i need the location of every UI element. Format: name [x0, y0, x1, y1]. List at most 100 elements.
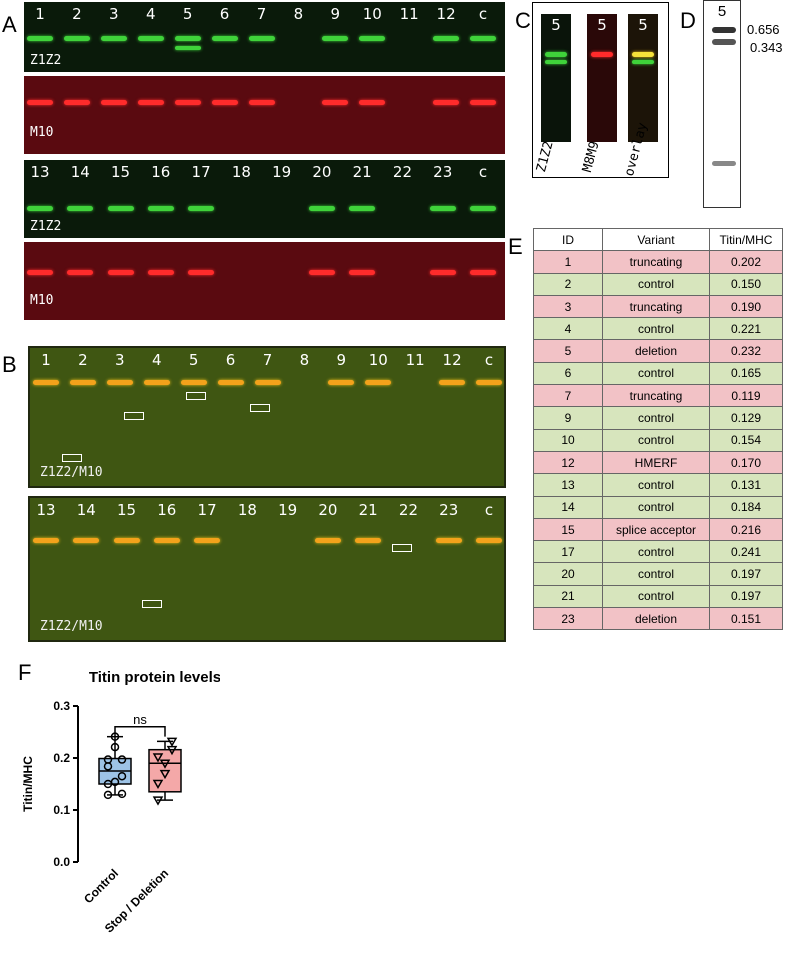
lane-number: 6: [225, 351, 236, 369]
panel-b-gel-bottom: Z1Z2/M10 13 14 15 16 17 18 19 20 21 22 23 c: [28, 496, 506, 642]
lane-number: 5: [188, 351, 199, 369]
lane-number: 8: [299, 351, 310, 369]
column-header-ratio: Titin/MHC: [709, 227, 783, 252]
band: [435, 538, 462, 543]
band: [63, 100, 90, 105]
lane-number: 18: [237, 501, 257, 519]
lane-number: 5: [597, 16, 607, 34]
band: [476, 538, 502, 543]
lane-number: 9: [330, 5, 341, 23]
lane-number: 21: [352, 163, 372, 181]
band: [100, 36, 127, 41]
panel-letter-d: D: [680, 8, 696, 33]
panel-c-frame: [532, 2, 669, 178]
panel-a-blot-m10-top: M10: [24, 76, 505, 154]
lane-number: 13: [36, 501, 56, 519]
band: [591, 52, 613, 57]
data-point: [110, 777, 120, 787]
cell-variant: control: [602, 428, 710, 452]
panel-letter-c: C: [515, 8, 531, 33]
band: [254, 380, 281, 385]
panel-d-value-top: 0.656: [747, 22, 780, 37]
band: [476, 380, 502, 385]
column-header-id: ID: [533, 227, 603, 252]
lane-number: 13: [30, 163, 50, 181]
lane-number: 20: [312, 163, 332, 181]
cell-id: 6: [533, 361, 603, 386]
band: [211, 100, 238, 105]
band: [359, 36, 386, 41]
band: [248, 36, 275, 41]
panel-a-blot-m10-bottom: M10: [24, 242, 505, 320]
band: [712, 161, 736, 166]
lane-number: 9: [336, 351, 347, 369]
lane-number: 4: [151, 351, 162, 369]
significance-label: ns: [133, 712, 147, 727]
cell-id: 5: [533, 339, 603, 363]
cell-variant: truncating: [602, 250, 710, 274]
band: [322, 100, 349, 105]
lane-number: 3: [109, 5, 119, 23]
band: [211, 36, 238, 41]
band: [107, 270, 134, 275]
y-tick-label: 0.1: [53, 803, 70, 817]
lane-number: 8: [293, 5, 304, 23]
lane-number: 16: [157, 501, 177, 519]
band: [73, 538, 100, 543]
table-row: 20 control 0.197: [533, 562, 783, 586]
band: [100, 100, 127, 105]
data-point: [103, 790, 113, 800]
gel-label: Z1Z2/M10: [40, 465, 103, 480]
table-row: 14 control 0.184: [533, 495, 783, 519]
band: [429, 270, 456, 275]
truncation-box-marker: [62, 454, 82, 462]
data-point: [117, 771, 127, 781]
band: [137, 36, 164, 41]
cell-id: 20: [533, 562, 603, 586]
data-point: [117, 789, 127, 799]
cell-id: 14: [533, 495, 603, 519]
panel-c-lane-z1z2: 5: [541, 14, 571, 142]
cell-variant: control: [602, 272, 710, 296]
cell-ratio: 0.150: [709, 272, 783, 296]
lane-number: 11: [399, 5, 419, 23]
cell-variant: control: [602, 584, 710, 609]
truncation-box-marker: [186, 392, 206, 400]
table-row: 21 control 0.197: [533, 584, 783, 609]
lane-number: 2: [72, 5, 82, 23]
band: [27, 270, 53, 275]
data-point: [110, 742, 120, 752]
data-point: [152, 753, 164, 763]
y-tick-label: 0.0: [53, 855, 70, 869]
lane-number: 23: [433, 163, 453, 181]
cell-variant: control: [602, 406, 710, 430]
band: [365, 380, 392, 385]
cell-ratio: 0.151: [709, 607, 783, 631]
x-category-label: Control: [81, 866, 121, 906]
lane-number: 20: [318, 501, 338, 519]
table-row: 9 control 0.129: [533, 406, 783, 430]
band: [27, 100, 53, 105]
lane-number: 5: [551, 16, 561, 34]
table-row: 13 control 0.131: [533, 473, 783, 497]
table-header-row: ID Variant Titin/MHC: [533, 227, 783, 252]
data-point: [159, 759, 171, 769]
cell-variant: control: [602, 361, 710, 386]
band: [217, 380, 244, 385]
lane-number: 16: [151, 163, 171, 181]
cell-variant: splice acceptor: [602, 517, 710, 542]
truncation-box-marker: [250, 404, 270, 412]
cell-id: 1: [533, 250, 603, 274]
table-row: 17 control 0.241: [533, 540, 783, 564]
lane-number: c: [478, 5, 488, 23]
band: [439, 380, 466, 385]
lane-number: 12: [436, 5, 456, 23]
data-point: [117, 755, 127, 764]
data-point: [152, 796, 164, 806]
cell-ratio: 0.221: [709, 317, 783, 341]
lane-number: 12: [442, 351, 462, 369]
band: [147, 270, 174, 275]
table-row: 4 control 0.221: [533, 317, 783, 341]
y-tick-label: 0.3: [53, 699, 70, 713]
significance-bracket: [114, 726, 166, 737]
